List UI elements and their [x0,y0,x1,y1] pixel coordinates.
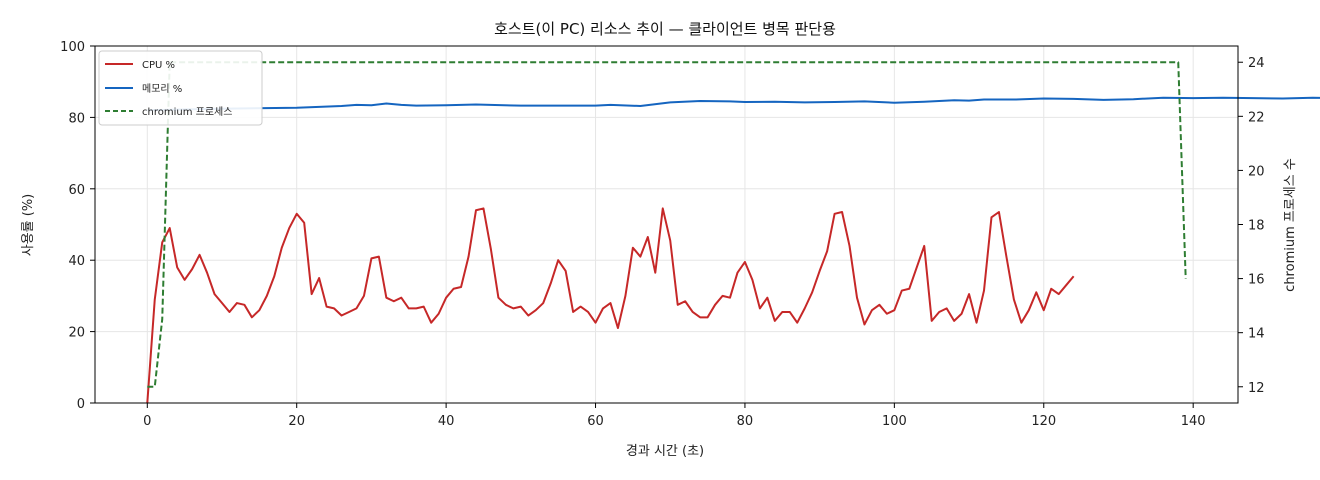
x-tick-label: 60 [587,414,604,429]
y2-tick-label: 16 [1248,273,1265,288]
legend-label-memory: 메모리 % [142,83,182,95]
legend-label-cpu: CPU % [142,60,175,71]
y-tick-label: 40 [68,254,85,269]
y-tick-label: 80 [68,111,85,126]
y2-tick-label: 14 [1248,327,1265,342]
x-tick-label: 120 [1031,414,1056,429]
y-tick-label: 60 [68,183,85,198]
y2-tick-label: 12 [1248,381,1265,396]
y-tick-label: 100 [60,40,85,55]
y2-tick-label: 22 [1248,110,1265,125]
y-axis-label: 사용률 (%) [21,194,36,257]
x-tick-label: 100 [882,414,907,429]
series-layer [146,61,1320,404]
y2-tick-label: 20 [1248,164,1265,179]
y2-axis-label: chromium 프로세스 수 [1283,158,1298,292]
y-tick-label: 0 [77,397,85,412]
legend-label-chromium: chromium 프로세스 [142,106,232,118]
y-axis-ticks: 0 20 40 60 80 100 [60,40,95,412]
x-axis-label: 경과 시간 (초) [626,444,704,459]
y2-axis-ticks: 12 14 16 18 20 22 24 [1238,56,1265,396]
legend-box [98,50,263,126]
legend: CPU % 메모리 % chromium 프로세스 [98,50,263,126]
x-tick-label: 40 [438,414,455,429]
x-tick-label: 0 [143,414,151,429]
y-tick-label: 20 [68,326,85,341]
x-axis-ticks: 0 20 40 60 80 100 120 140 [143,403,1206,429]
x-tick-label: 20 [288,414,305,429]
memory-series-line [147,96,1320,112]
cpu-series-line [146,207,1075,404]
x-tick-label: 140 [1181,414,1206,429]
chromium-series-line [147,61,1187,388]
y2-tick-label: 24 [1248,56,1265,71]
x-tick-label: 80 [737,414,754,429]
y2-tick-label: 18 [1248,219,1265,234]
chart-title: 호스트(이 PC) 리소스 추이 — 클라이언트 병목 판단용 [494,20,836,38]
